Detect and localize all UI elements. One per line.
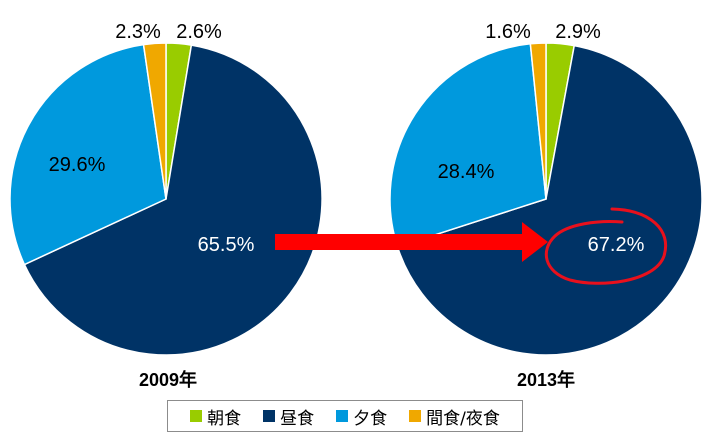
legend-swatch-snack xyxy=(409,410,422,422)
pie-chart-2013: 2.9% 67.2% 28.4% 1.6% xyxy=(389,21,703,356)
slice-snack-2009 xyxy=(142,42,167,200)
year-label-2009: 2009年 xyxy=(139,369,197,390)
slice-label-dinner-2013: 28.4% xyxy=(438,161,495,183)
pie-chart-2009: 2.6% 65.5% 29.6% 2.3% xyxy=(9,21,323,356)
comparison-arrow xyxy=(275,222,548,262)
slice-label-breakfast-2013: 2.9% xyxy=(555,21,601,43)
legend-swatch-lunch xyxy=(263,410,276,422)
legend: 朝食 昼食 夕食 間食/夜食 xyxy=(167,400,523,432)
slice-label-snack-2009: 2.3% xyxy=(115,21,161,43)
legend-swatch-breakfast xyxy=(190,410,203,422)
legend-label-snack: 間食/夜食 xyxy=(426,408,500,429)
slice-dinner-2009 xyxy=(9,43,167,266)
year-label-2013: 2013年 xyxy=(517,369,575,390)
slice-dinner-2013 xyxy=(389,42,547,248)
highlight-circle xyxy=(544,207,668,285)
legend-item-breakfast: 朝食 xyxy=(190,404,241,429)
legend-item-snack: 間食/夜食 xyxy=(409,404,500,429)
legend-item-dinner: 夕食 xyxy=(336,404,387,429)
legend-label-dinner: 夕食 xyxy=(353,408,388,429)
slice-snack-2013 xyxy=(529,42,547,200)
slice-label-lunch-2009: 65.5% xyxy=(198,234,255,256)
slice-lunch-2009 xyxy=(23,44,323,356)
legend-label-lunch: 昼食 xyxy=(280,408,315,429)
legend-label-breakfast: 朝食 xyxy=(207,408,242,429)
slice-label-breakfast-2009: 2.6% xyxy=(176,21,222,43)
slice-label-lunch-2013: 67.2% xyxy=(588,234,645,256)
slice-label-snack-2013: 1.6% xyxy=(485,21,531,43)
slice-label-dinner-2009: 29.6% xyxy=(49,154,106,176)
legend-swatch-dinner xyxy=(336,410,349,422)
legend-item-lunch: 昼食 xyxy=(263,404,314,429)
slice-lunch-2013 xyxy=(396,44,703,356)
